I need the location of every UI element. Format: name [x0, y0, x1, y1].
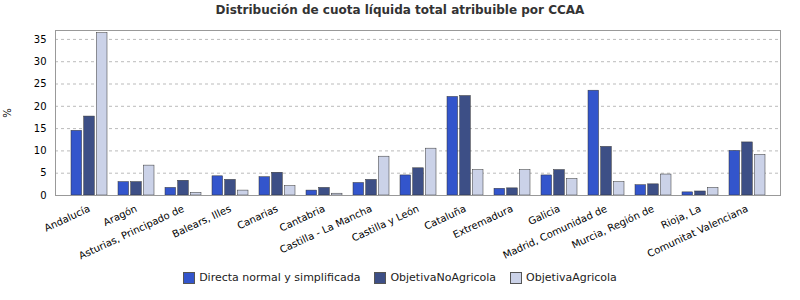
svg-text:Aragón: Aragón	[101, 202, 139, 228]
svg-text:10: 10	[34, 145, 47, 156]
svg-text:Cataluña: Cataluña	[422, 202, 468, 232]
svg-text:Castilla y León: Castilla y León	[350, 203, 421, 244]
svg-text:Galicia: Galicia	[526, 203, 561, 227]
svg-text:Balears, Illes: Balears, Illes	[170, 203, 232, 240]
svg-text:25: 25	[34, 78, 47, 89]
svg-text:Asturias, Principado de: Asturias, Principado de	[77, 203, 186, 262]
svg-text:%: %	[2, 108, 13, 118]
svg-text:Canarias: Canarias	[235, 203, 279, 231]
svg-text:Andalucía: Andalucía	[42, 203, 91, 234]
html-text:Distribución de cuota líquida: Distribución de cuota líquida total atri…	[215, 3, 585, 17]
svg-text:Murcia, Región de: Murcia, Región de	[570, 203, 656, 251]
svg-text:35: 35	[34, 34, 47, 45]
svg-text:20: 20	[34, 101, 47, 112]
html-text:Directa normal y simplificada: Directa normal y simplificada	[199, 270, 361, 284]
svg-text:Cantabria: Cantabria	[277, 202, 327, 234]
svg-text:5: 5	[40, 167, 46, 178]
svg-text:Rioja, La: Rioja, La	[659, 202, 703, 231]
svg-text:15: 15	[34, 123, 47, 134]
svg-text:Comunitat Valenciana: Comunitat Valenciana	[646, 203, 750, 259]
html-text:ObjetivaAgricola: ObjetivaAgricola	[526, 270, 617, 284]
svg-text:30: 30	[34, 56, 47, 67]
svg-text:Castilla - La Mancha: Castilla - La Mancha	[277, 202, 374, 256]
svg-text:0: 0	[40, 190, 46, 201]
html-text:ObjetivaNoAgricola: ObjetivaNoAgricola	[390, 270, 497, 284]
svg-text:Extremadura: Extremadura	[451, 203, 515, 240]
svg-text:Madrid, Comunidad de: Madrid, Comunidad de	[501, 202, 609, 261]
